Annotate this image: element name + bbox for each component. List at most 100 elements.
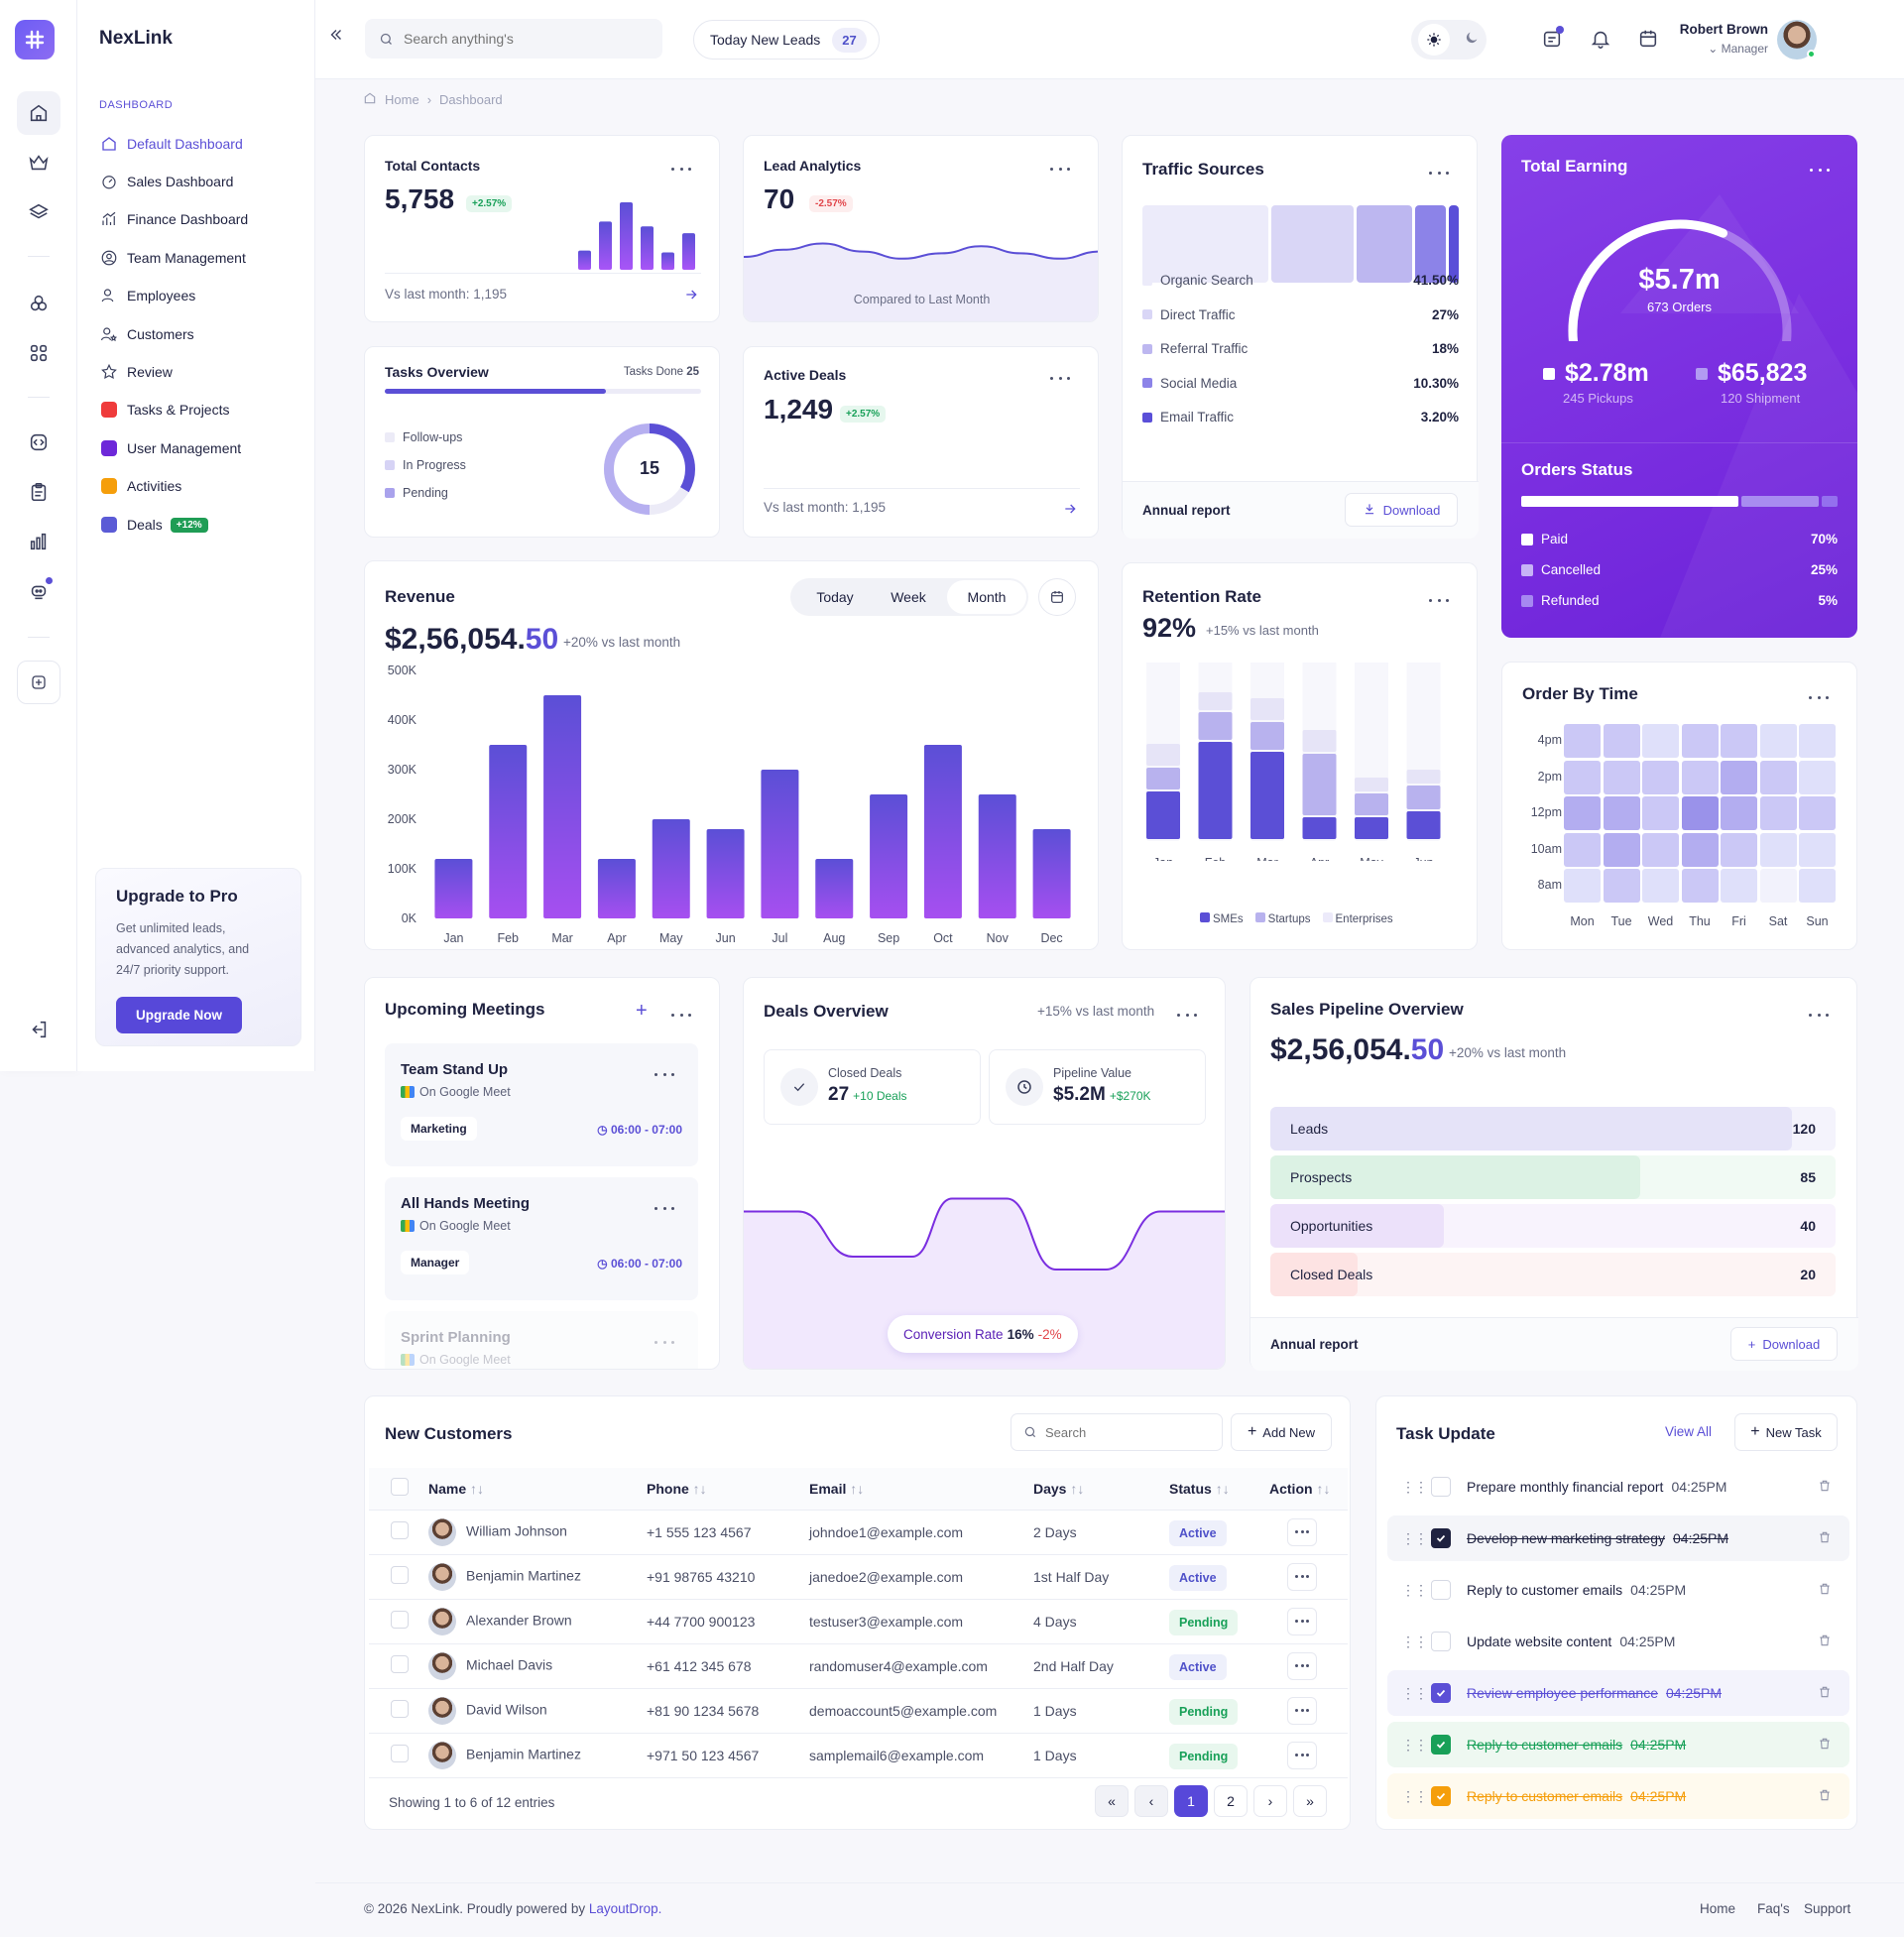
heatmap-cell[interactable] <box>1759 796 1797 830</box>
next-page-icon[interactable]: › <box>1253 1785 1287 1817</box>
retention-segment[interactable] <box>1146 744 1180 766</box>
row-action-button[interactable] <box>1287 1696 1317 1725</box>
table-row[interactable]: Michael Davis +61 412 345 678 randomuser4@… <box>369 1643 1348 1689</box>
trash-icon[interactable] <box>1818 1581 1832 1600</box>
meeting-item[interactable]: All Hands Meeting On Google Meet Manager… <box>385 1177 698 1300</box>
table-row[interactable]: Benjamin Martinez +971 50 123 4567 samplem… <box>369 1733 1348 1778</box>
task-item[interactable]: ⋮⋮ Review employee performance 04:25PM <box>1387 1670 1849 1716</box>
row-checkbox[interactable] <box>391 1611 409 1629</box>
retention-segment[interactable] <box>1406 811 1441 839</box>
customers-search-input[interactable] <box>1045 1424 1214 1440</box>
revenue-bar[interactable] <box>978 794 1016 918</box>
sidebar-item-finance-dashboard[interactable]: Finance Dashboard <box>99 206 307 232</box>
task-item[interactable]: ⋮⋮ Prepare monthly financial report 04:25P… <box>1387 1464 1849 1510</box>
download-button[interactable]: Download <box>1345 493 1458 527</box>
code-icon[interactable] <box>17 421 60 464</box>
retention-segment[interactable] <box>1250 752 1284 839</box>
heatmap-cell[interactable] <box>1603 796 1640 830</box>
heatmap-cell[interactable] <box>1564 760 1601 794</box>
user-role[interactable]: ⌄ Manager <box>1708 42 1768 56</box>
heatmap-cell[interactable] <box>1681 796 1719 830</box>
row-checkbox[interactable] <box>391 1745 409 1762</box>
revenue-bar[interactable] <box>761 770 799 918</box>
retention-segment[interactable] <box>1250 698 1284 720</box>
sidebar-item-tasks-projects[interactable]: Tasks & Projects <box>99 397 307 423</box>
add-icon[interactable] <box>17 661 60 704</box>
heatmap-cell[interactable] <box>1603 760 1640 794</box>
heatmap-cell[interactable] <box>1642 724 1679 758</box>
more-icon[interactable] <box>1050 164 1070 174</box>
more-icon[interactable] <box>654 1203 674 1213</box>
more-icon[interactable] <box>1177 1010 1197 1020</box>
pipeline-stage[interactable]: Prospects 85 <box>1270 1155 1836 1199</box>
col-phone[interactable]: Phone ↑↓ <box>647 1468 809 1511</box>
more-icon[interactable] <box>1050 373 1070 383</box>
download-button[interactable]: + Download <box>1730 1327 1838 1361</box>
drag-handle-icon[interactable]: ⋮⋮ <box>1401 1684 1428 1701</box>
table-row[interactable]: William Johnson +1 555 123 4567 johndoe1@e… <box>369 1510 1348 1555</box>
sidebar-item-customers[interactable]: Customers <box>99 321 307 347</box>
apps-icon[interactable] <box>17 331 60 375</box>
task-checkbox[interactable] <box>1431 1528 1451 1548</box>
prev-page-icon[interactable]: ‹ <box>1134 1785 1168 1817</box>
sidebar-item-employees[interactable]: Employees <box>99 283 307 308</box>
heatmap-cell[interactable] <box>1603 724 1640 758</box>
row-action-button[interactable] <box>1287 1562 1317 1591</box>
heatmap-cell[interactable] <box>1721 724 1757 758</box>
heatmap-cell[interactable] <box>1759 760 1797 794</box>
heatmap-cell[interactable] <box>1681 760 1719 794</box>
retention-segment[interactable] <box>1198 692 1233 710</box>
meeting-item[interactable]: Sprint Planning On Google Meet <box>385 1311 698 1369</box>
first-page-icon[interactable]: « <box>1095 1785 1129 1817</box>
retention-segment[interactable] <box>1406 770 1441 784</box>
more-icon[interactable] <box>654 1337 674 1347</box>
page-2-button[interactable]: 2 <box>1214 1785 1248 1817</box>
customers-search[interactable] <box>1011 1413 1223 1451</box>
retention-segment[interactable] <box>1198 712 1233 740</box>
circles-icon[interactable] <box>17 282 60 325</box>
sidebar-item-default-dashboard[interactable]: Default Dashboard <box>99 131 307 157</box>
heatmap-cell[interactable] <box>1603 869 1640 903</box>
heatmap-cell[interactable] <box>1642 796 1679 830</box>
drag-handle-icon[interactable]: ⋮⋮ <box>1401 1478 1428 1495</box>
tab-week[interactable]: Week <box>891 589 926 605</box>
heatmap-cell[interactable] <box>1681 832 1719 867</box>
retention-segment[interactable] <box>1302 754 1337 815</box>
row-checkbox[interactable] <box>391 1655 409 1673</box>
breadcrumb-home[interactable]: Home <box>385 92 419 107</box>
robot-icon[interactable] <box>17 569 60 613</box>
col-email[interactable]: Email ↑↓ <box>809 1468 1033 1511</box>
revenue-bar[interactable] <box>489 745 528 918</box>
col-days[interactable]: Days ↑↓ <box>1033 1468 1169 1511</box>
retention-segment[interactable] <box>1355 817 1388 839</box>
row-checkbox[interactable] <box>391 1700 409 1718</box>
revenue-bar[interactable] <box>543 695 582 918</box>
revenue-bar[interactable] <box>706 829 745 918</box>
calendar-icon[interactable] <box>1038 578 1076 616</box>
pipeline-stage[interactable]: Leads 120 <box>1270 1107 1836 1150</box>
more-icon[interactable] <box>1429 168 1449 178</box>
footer-powered-link[interactable]: LayoutDrop. <box>588 1901 662 1916</box>
upgrade-now-button[interactable]: Upgrade Now <box>116 997 243 1033</box>
task-checkbox[interactable] <box>1431 1580 1451 1600</box>
revenue-bar[interactable] <box>434 859 473 918</box>
clipboard-icon[interactable] <box>17 470 60 514</box>
heatmap-cell[interactable] <box>1721 796 1757 830</box>
arrow-right-icon[interactable] <box>683 287 699 307</box>
heatmap-cell[interactable] <box>1564 869 1601 903</box>
heatmap-cell[interactable] <box>1564 724 1601 758</box>
heatmap-cell[interactable] <box>1681 724 1719 758</box>
trash-icon[interactable] <box>1818 1684 1832 1703</box>
heatmap-cell[interactable] <box>1681 869 1719 903</box>
pipeline-stage[interactable]: Opportunities 40 <box>1270 1204 1836 1248</box>
tab-month[interactable]: Month <box>947 580 1026 614</box>
add-meeting-icon[interactable]: + <box>636 1000 648 1022</box>
drag-handle-icon[interactable]: ⋮⋮ <box>1401 1633 1428 1649</box>
heatmap-cell[interactable] <box>1721 760 1757 794</box>
heatmap-cell[interactable] <box>1642 869 1679 903</box>
page-1-button[interactable]: 1 <box>1174 1785 1208 1817</box>
heatmap-cell[interactable] <box>1759 869 1797 903</box>
trash-icon[interactable] <box>1818 1633 1832 1651</box>
more-icon[interactable] <box>1429 595 1449 605</box>
footer-link-home[interactable]: Home <box>1700 1901 1736 1916</box>
